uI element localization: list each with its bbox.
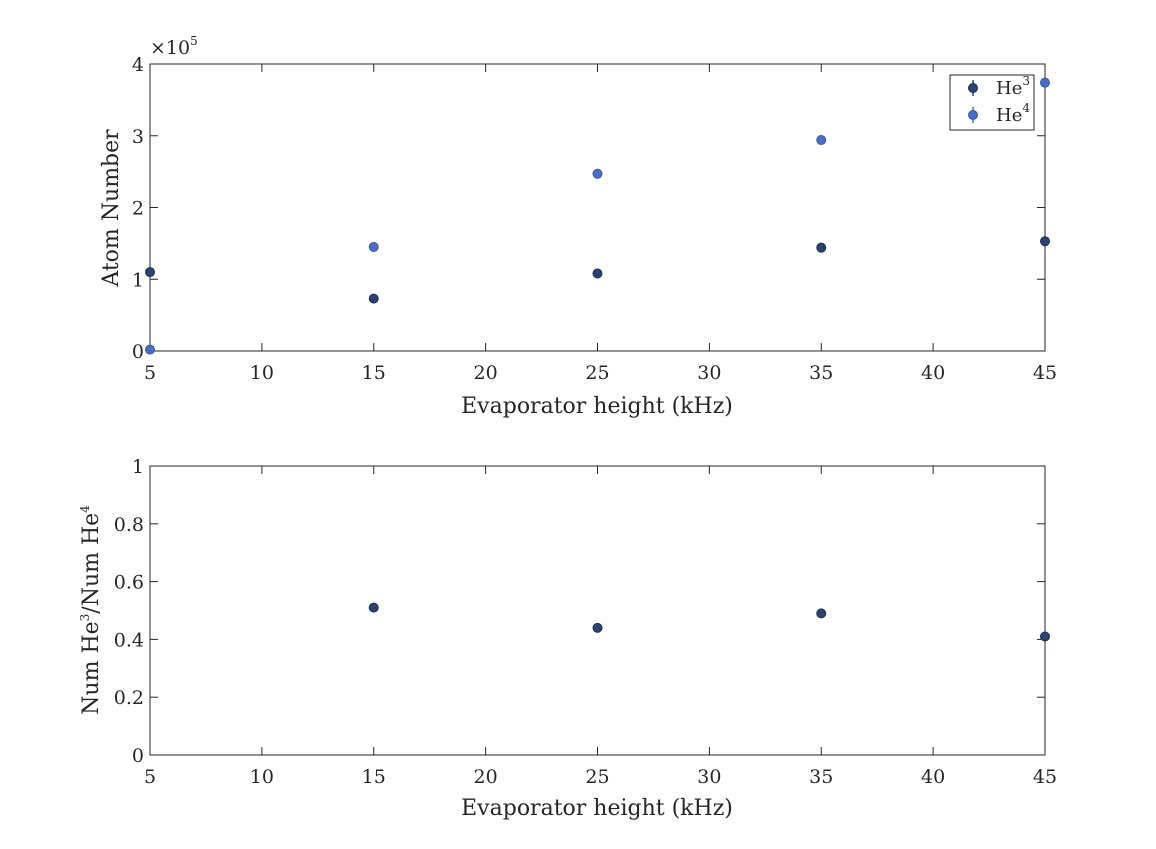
atom-number-point-series-0 bbox=[145, 267, 155, 278]
atom-number-x-tick-label: 20 bbox=[474, 362, 498, 384]
ratio-y-tick-label: 0.2 bbox=[114, 687, 144, 709]
legend-marker-he3 bbox=[968, 83, 978, 93]
legend-box bbox=[949, 74, 1035, 131]
atom-number-x-tick-label: 30 bbox=[697, 362, 721, 384]
atom-number-y-tick-label: 3 bbox=[132, 126, 144, 148]
ratio-x-axis-title: Evaporator height (kHz) bbox=[461, 796, 733, 821]
atom-number-ticks: 5 10 15 20 25 30 35 40 45 0 1 2 3 4 bbox=[132, 54, 1057, 384]
legend-label-he4: He4 bbox=[996, 101, 1030, 126]
legend-label-he3: He3 bbox=[996, 74, 1030, 99]
atom-number-x-tick-label: 35 bbox=[809, 362, 833, 384]
legend: He3 He4 bbox=[949, 74, 1035, 131]
ratio-plot-area bbox=[149, 465, 1046, 756]
atom-number-point-series-1 bbox=[368, 241, 379, 252]
atom-number-x-tick-label: 25 bbox=[585, 362, 609, 384]
atom-number-point-series-1 bbox=[816, 135, 827, 146]
atom-number-y-tick-label: 2 bbox=[132, 198, 144, 220]
ratio-point-series-0 bbox=[368, 602, 379, 613]
atom-number-x-tick-label: 15 bbox=[362, 362, 386, 384]
atom-number-point-series-1 bbox=[145, 344, 155, 355]
ratio-point-series-0 bbox=[592, 622, 603, 633]
atom-number-y-tick-label: 4 bbox=[132, 54, 144, 76]
atom-number-x-tick-label: 10 bbox=[250, 362, 274, 384]
atom-number-point-series-0 bbox=[368, 293, 379, 304]
ratio-point-series-0 bbox=[1040, 631, 1050, 642]
ratio-points bbox=[368, 602, 1050, 642]
ratio-ticks: 5 10 15 20 25 30 35 40 45 0 0.2 0.4 0.6 0.8 1 bbox=[114, 456, 1057, 788]
ratio-y-tick-label: 0.4 bbox=[114, 629, 144, 651]
ratio-x-tick-label: 40 bbox=[921, 766, 945, 788]
ratio-x-tick-label: 10 bbox=[250, 766, 274, 788]
atom-number-x-tick-label: 40 bbox=[921, 362, 945, 384]
atom-number-point-series-1 bbox=[1040, 77, 1050, 88]
y-exponent-label: ×105 bbox=[150, 34, 198, 59]
ratio-x-tick-label: 30 bbox=[697, 766, 721, 788]
ratio-y-tick-label: 0.6 bbox=[114, 572, 144, 594]
atom-number-point-series-1 bbox=[592, 168, 603, 179]
legend-entry-he3: He3 bbox=[968, 74, 1030, 99]
atom-number-plot-area bbox=[149, 63, 1046, 352]
atom-number-y-tick-label: 0 bbox=[132, 341, 144, 363]
ratio-x-tick-label: 45 bbox=[1033, 766, 1057, 788]
ratio-y-tick-label: 0 bbox=[132, 745, 144, 767]
atom-number-y-tick-label: 1 bbox=[132, 269, 144, 291]
atom-number-point-series-0 bbox=[816, 242, 827, 253]
ratio-x-tick-label: 5 bbox=[144, 766, 156, 788]
atom-number-panel: 5 10 15 20 25 30 35 40 45 0 1 2 3 4 ×105 Evaporator h… bbox=[99, 34, 1057, 419]
ratio-y-tick-label: 1 bbox=[132, 456, 144, 478]
ratio-x-tick-label: 25 bbox=[585, 766, 609, 788]
atom-number-x-tick-label: 5 bbox=[144, 362, 156, 384]
legend-entry-he4: He4 bbox=[968, 101, 1030, 126]
ratio-panel: 5 10 15 20 25 30 35 40 45 0 0.2 0.4 0.6 0.8 1 Evaporat… bbox=[78, 456, 1057, 821]
atom-number-x-axis-title: Evaporator height (kHz) bbox=[461, 394, 733, 419]
ratio-x-tick-label: 35 bbox=[809, 766, 833, 788]
ratio-y-tick-label: 0.8 bbox=[114, 514, 144, 536]
ratio-point-series-0 bbox=[816, 608, 827, 619]
atom-number-y-axis-title: Atom Number bbox=[99, 129, 124, 288]
atom-number-points bbox=[145, 77, 1050, 355]
atom-number-x-tick-label: 45 bbox=[1033, 362, 1057, 384]
atom-number-point-series-0 bbox=[1040, 236, 1050, 247]
ratio-y-axis-title: Num He3/Num He4 bbox=[78, 505, 104, 715]
atom-number-point-series-0 bbox=[592, 268, 603, 279]
ratio-x-tick-label: 20 bbox=[474, 766, 498, 788]
ratio-x-tick-label: 15 bbox=[362, 766, 386, 788]
legend-marker-he4 bbox=[968, 110, 978, 120]
